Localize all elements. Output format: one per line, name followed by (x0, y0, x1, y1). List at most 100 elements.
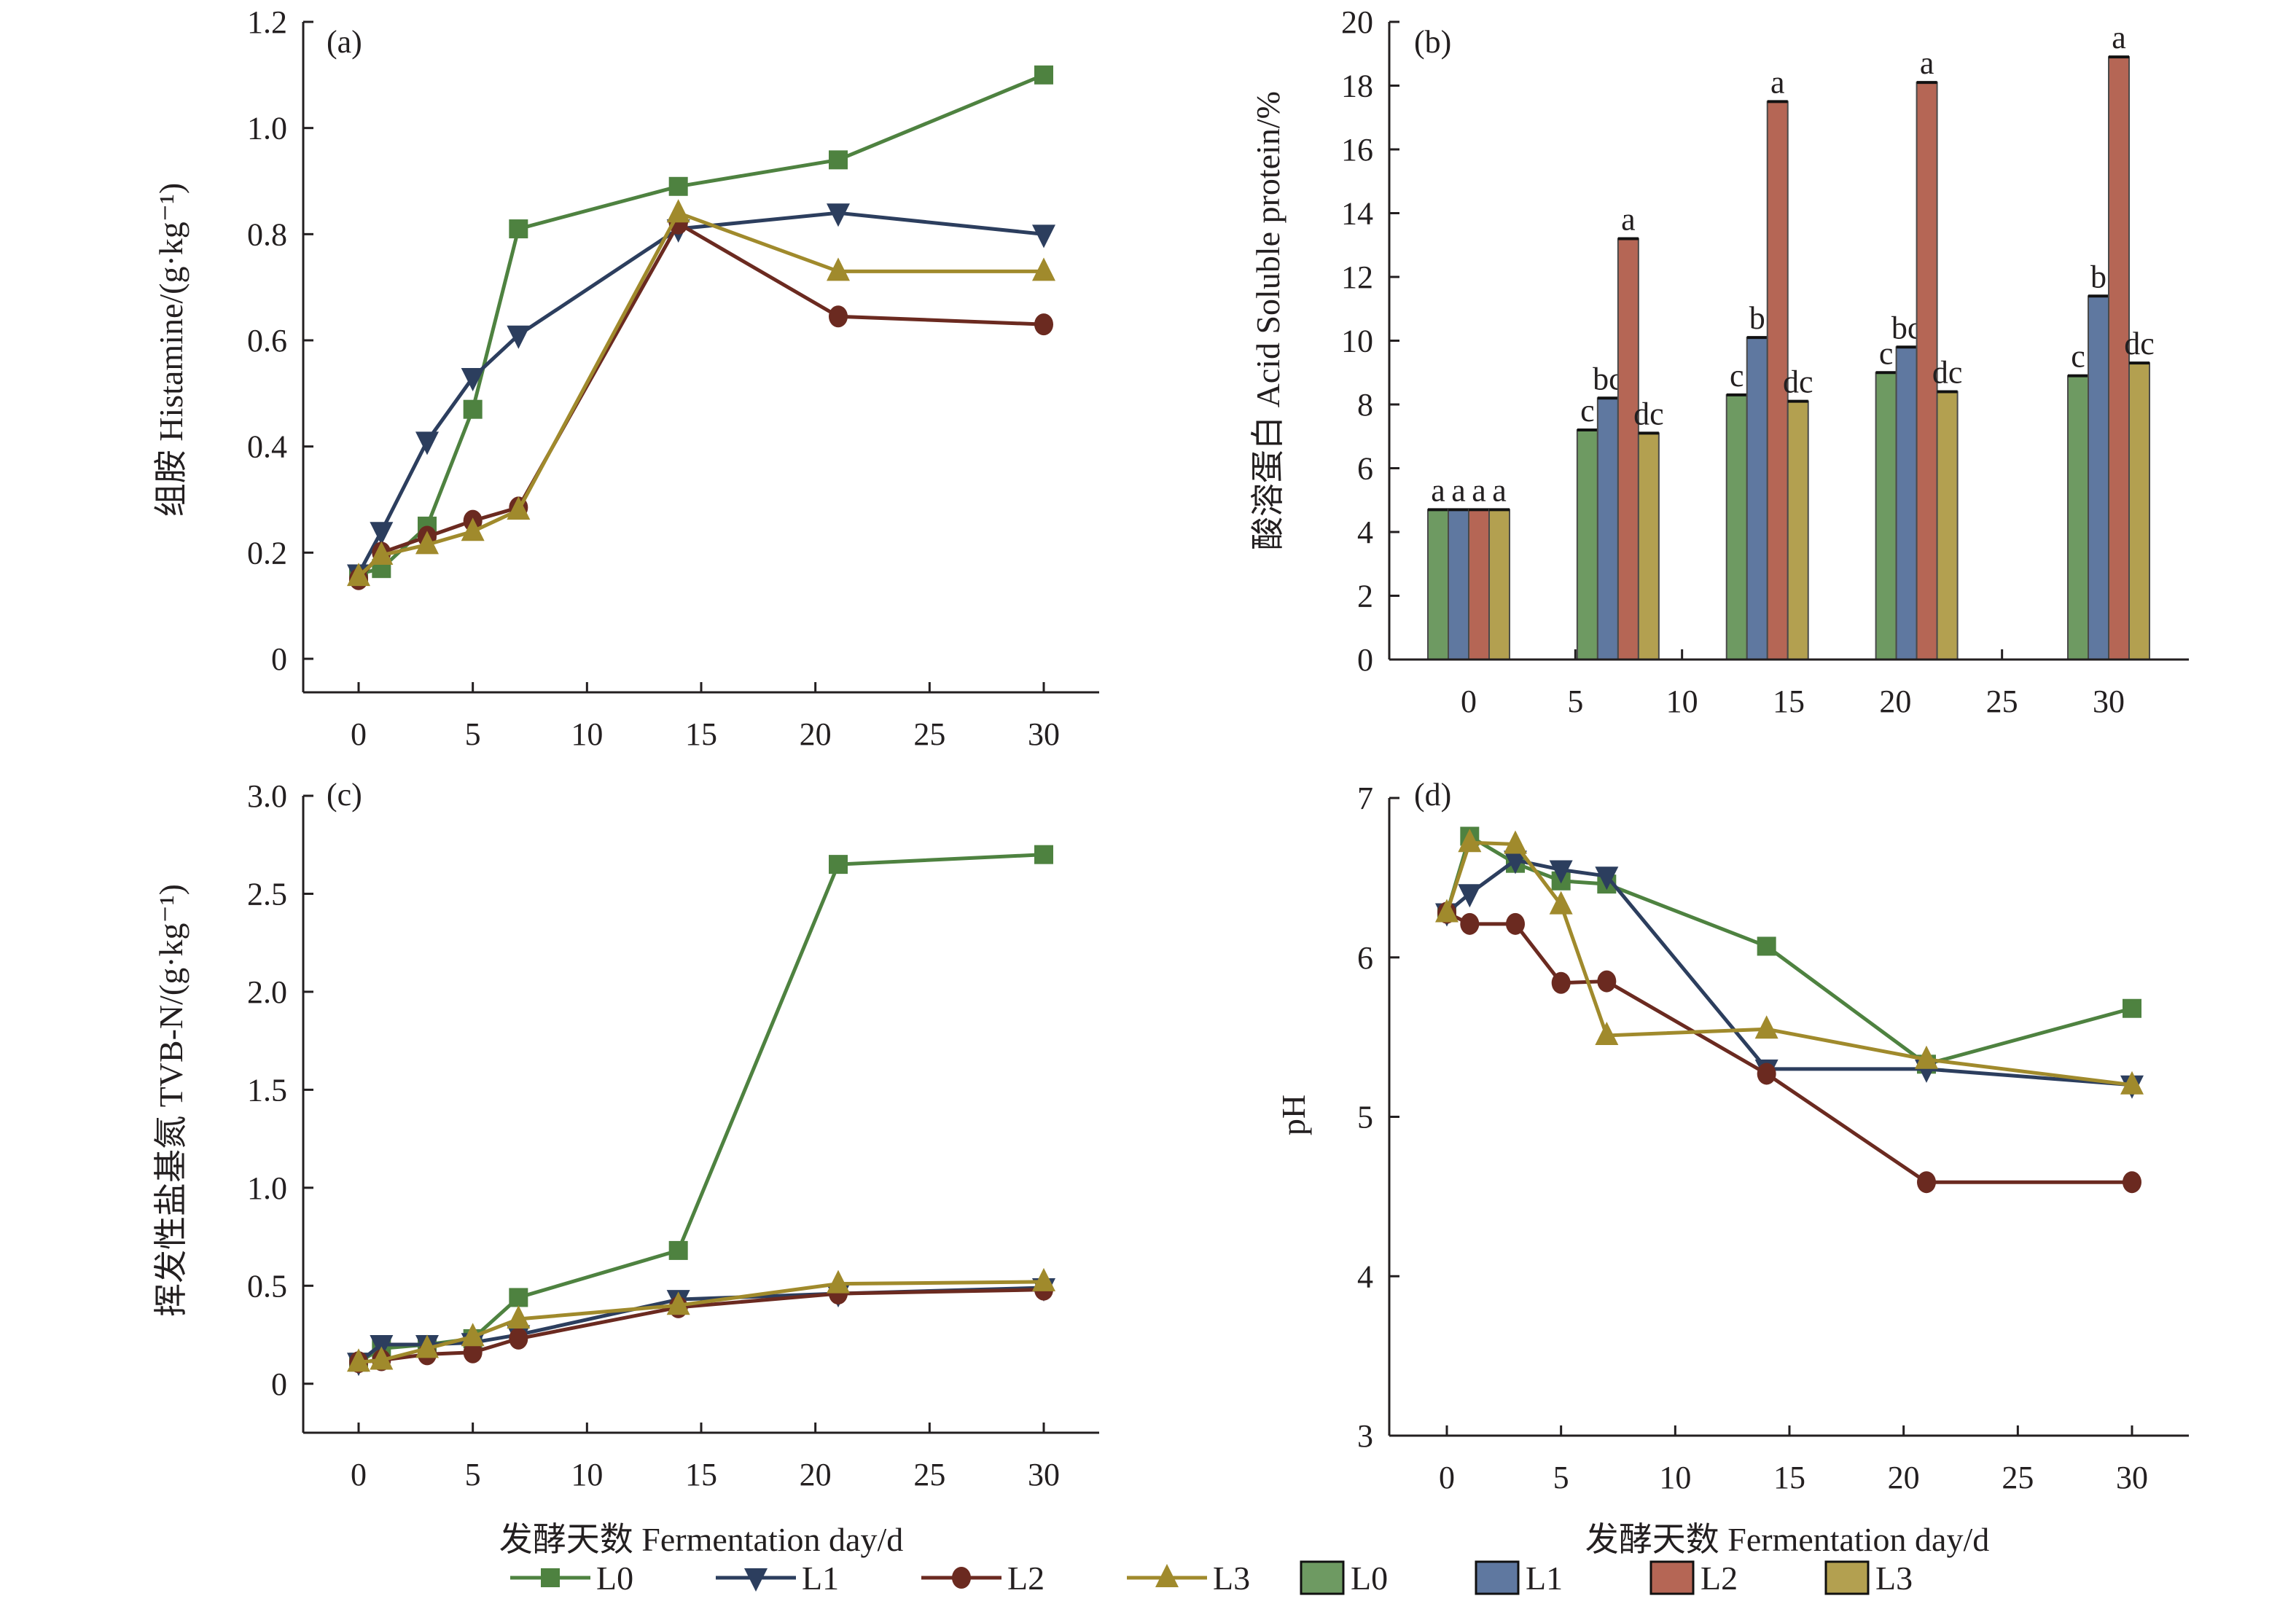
x-tick-label-d: 30 (2116, 1460, 2148, 1495)
legend-item-bar-L3: L3 (1824, 1560, 1913, 1597)
y-tick-label-b: 12 (1341, 259, 1373, 295)
bar-L3-day14 (1787, 400, 1809, 660)
data-point-L3-c (415, 1334, 439, 1358)
significance-label-L0-day0: a (1431, 472, 1445, 508)
bar-L3-day0 (1488, 509, 1510, 660)
data-point-L1-a (827, 203, 850, 227)
bar-L0-day21 (1875, 372, 1897, 660)
y-axis-title-d: pH (1275, 1095, 1312, 1135)
data-point-L3-a (507, 496, 531, 520)
panel-d-ph: (d) pH 发酵天数 Fermentation day/d 3 4 5 6 7 0 5 10… (1275, 777, 2189, 1558)
data-point-L3-d (1754, 1015, 1778, 1039)
legend-label: L0 (1351, 1560, 1388, 1597)
x-tick-label-b: 10 (1666, 684, 1698, 719)
y-tick-label-d: 3 (1357, 1418, 1373, 1454)
legend-bar-swatch (1824, 1560, 1870, 1595)
x-tick-label-b: 30 (2093, 684, 2125, 719)
data-point-L3-c (1032, 1267, 1055, 1291)
y-tick-label-a: 0.4 (247, 429, 287, 465)
data-point-L1-a (1032, 224, 1055, 249)
data-point-L2-d (1460, 912, 1480, 935)
data-point-L3-a (370, 541, 394, 565)
y-tick-label-a: 0.6 (247, 323, 287, 359)
data-point-L3-d (1458, 829, 1482, 853)
y-tick-label-b: 8 (1357, 387, 1373, 423)
significance-label-L1-day30: b (2090, 259, 2106, 294)
data-point-L3-c (370, 1346, 394, 1370)
series-line-L1-d (1445, 858, 2133, 1087)
y-tick-label-c: 2.0 (247, 974, 287, 1010)
legend-bar-swatch (1475, 1560, 1520, 1595)
x-tick-label-c: 15 (685, 1457, 717, 1492)
y-tick-label-d: 5 (1357, 1100, 1373, 1135)
x-tick-label-a: 0 (351, 716, 367, 752)
bar-L1-day30 (2088, 295, 2109, 660)
y-tick-label-d: 4 (1357, 1259, 1373, 1294)
bar-L3-day21 (1936, 391, 1959, 660)
data-point-L1-a (461, 367, 485, 391)
y-tick-label-a: 0.2 (247, 535, 287, 571)
x-tick-label-b: 0 (1461, 684, 1477, 719)
legend-item-line-L2: L2 (921, 1560, 1044, 1597)
significance-label-L0-day21: c (1879, 335, 1894, 371)
data-point-L0-d (1757, 936, 1776, 956)
data-point-L2-d (1506, 912, 1525, 935)
panel-c-tvbn: (c) 挥发性盐基氮 TVB-N/(g·kg⁻¹) 发酵天数 Fermentat… (152, 777, 1099, 1558)
data-point-L3-d (1595, 1021, 1619, 1045)
data-point-L3-c (347, 1348, 370, 1372)
bar-L0-day30 (2067, 375, 2089, 660)
x-tick-label-d: 20 (1888, 1460, 1920, 1495)
x-tick-label-c: 25 (913, 1457, 945, 1492)
data-point-L0-c (1034, 845, 1053, 864)
y-tick-label-b: 10 (1341, 324, 1373, 359)
x-tick-label-b: 5 (1567, 684, 1583, 719)
significance-label-L3-day0: a (1492, 472, 1507, 508)
significance-label-L2-day14: a (1770, 64, 1785, 100)
y-tick-label-a: 1.0 (247, 111, 287, 146)
legend-label: L0 (596, 1560, 633, 1597)
data-point-L2-d (1757, 1063, 1776, 1085)
legend-marker-square-icon (541, 1568, 560, 1587)
legend: L0 L1 L2 L3 L0 L1 L2 L3 (510, 1560, 1913, 1597)
series-line-L3-a (357, 211, 1044, 578)
x-tick-label-a: 15 (685, 716, 717, 752)
legend-label: L1 (1526, 1560, 1563, 1597)
x-tick-label-c: 20 (800, 1457, 832, 1492)
data-point-L0-c (509, 1288, 528, 1307)
y-tick-label-a: 1.2 (247, 4, 287, 40)
x-tick-label-a: 5 (465, 716, 481, 752)
y-tick-label-c: 0 (271, 1366, 287, 1402)
data-point-L3-c (827, 1269, 850, 1294)
y-tick-label-b: 20 (1341, 4, 1373, 40)
legend-item-line-L1: L1 (716, 1560, 839, 1597)
y-tick-label-b: 18 (1341, 69, 1373, 104)
y-tick-label-b: 6 (1357, 451, 1373, 487)
data-point-L0-a (463, 399, 483, 419)
data-point-L3-c (507, 1305, 531, 1329)
panel-label-c: (c) (327, 777, 362, 813)
data-point-L3-a (415, 531, 439, 555)
panel-label-d: (d) (1414, 777, 1451, 813)
series-line-L2-a (357, 222, 1044, 581)
y-tick-label-b: 2 (1357, 579, 1373, 614)
legend-marker-triangle-up-icon (1155, 1564, 1179, 1587)
significance-label-L0-day14: c (1730, 358, 1744, 394)
legend-label: L2 (1700, 1560, 1738, 1597)
data-point-L1-d (1458, 884, 1482, 908)
y-axis-title-a: 组胺 Histamine/(g·kg⁻¹) (152, 183, 190, 517)
legend-item-line-L0: L0 (510, 1560, 633, 1597)
significance-label-L2-day7: a (1621, 202, 1636, 238)
data-point-L2-d (1917, 1171, 1936, 1194)
legend-marker-circle-icon (952, 1567, 971, 1589)
panel-label-b: (b) (1414, 24, 1451, 60)
data-point-L3-a (666, 199, 690, 223)
data-point-L2-c (509, 1327, 528, 1350)
data-point-L1-a (507, 325, 531, 349)
legend-item-line-L3: L3 (1127, 1560, 1250, 1597)
data-point-L0-a (509, 219, 528, 239)
x-tick-label-d: 15 (1773, 1460, 1805, 1495)
legend-label: L3 (1213, 1560, 1250, 1597)
legend-bar-swatch (1300, 1560, 1345, 1595)
legend-label: L3 (1875, 1560, 1913, 1597)
data-point-L1-d (1504, 850, 1527, 875)
